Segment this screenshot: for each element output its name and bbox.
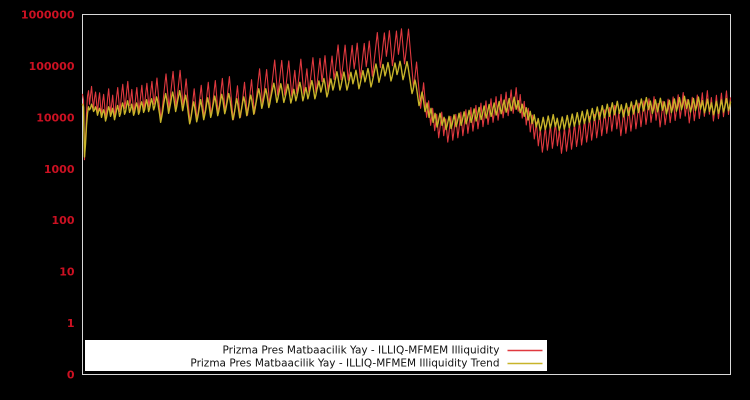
legend-entry-label: Prizma Pres Matbaacilik Yay - ILLIQ-MFME… bbox=[223, 345, 500, 357]
plot-area bbox=[82, 14, 731, 375]
y-axis-tick-label: 1000 bbox=[44, 163, 75, 176]
series-layer bbox=[81, 28, 732, 161]
legend-entry-label: Prizma Pres Matbaacilik Yay - ILLIQ-MFME… bbox=[190, 358, 499, 370]
y-axis-tick-label: 0 bbox=[67, 369, 75, 382]
legend-background bbox=[85, 340, 547, 371]
plot-frame bbox=[82, 14, 731, 375]
y-axis-tick-label: 10000 bbox=[36, 111, 75, 124]
y-axis-tick-label: 10 bbox=[59, 266, 75, 279]
y-axis-tick-label: 100 bbox=[52, 214, 75, 227]
series-illiquidity-trend-line bbox=[81, 60, 732, 158]
y-axis-tick-label: 100000 bbox=[29, 60, 75, 73]
y-axis-tick-label: 1 bbox=[67, 317, 75, 330]
chart-legend: Prizma Pres Matbaacilik Yay - ILLIQ-MFME… bbox=[85, 340, 547, 371]
y-axis-tick-label: 1000000 bbox=[21, 9, 75, 22]
